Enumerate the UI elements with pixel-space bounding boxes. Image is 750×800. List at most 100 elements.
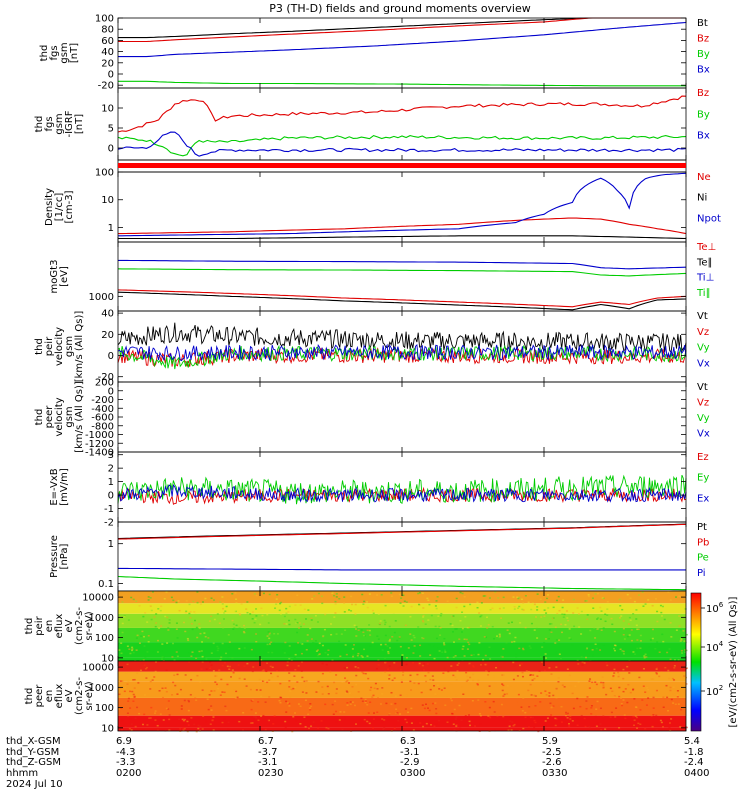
spectrogram-speckle: [199, 681, 202, 683]
spectrogram-speckle: [425, 703, 428, 706]
spectrogram-speckle: [143, 635, 146, 638]
spectrogram-speckle: [362, 603, 365, 605]
spectrogram-speckle: [138, 712, 141, 715]
spectrogram-speckle: [660, 611, 663, 614]
spectrogram-speckle: [518, 605, 521, 608]
spectrogram-speckle: [679, 640, 682, 642]
spectrogram-speckle: [685, 726, 688, 729]
spectrogram-speckle: [321, 662, 324, 665]
spectrogram-speckle: [120, 645, 123, 648]
spectrogram-speckle: [562, 599, 565, 601]
spectrogram-speckle: [178, 718, 181, 720]
spectrogram-speckle: [591, 649, 594, 651]
spectrogram-speckle: [668, 677, 671, 680]
spectrogram-speckle: [226, 665, 229, 668]
spectrogram-speckle: [262, 680, 265, 682]
spectrogram-speckle: [555, 639, 558, 641]
spectrogram-speckle: [380, 594, 383, 596]
colorbar-tick-label: 104: [706, 640, 724, 654]
spectrogram-speckle: [393, 727, 396, 730]
x-axis-value: 6.9: [116, 736, 132, 747]
spectrogram-speckle: [334, 600, 337, 603]
spectrogram-speckle: [635, 716, 638, 719]
spectrogram-speckle: [680, 638, 683, 640]
spectrogram-speckle: [298, 622, 301, 624]
spectrogram-speckle: [503, 662, 506, 664]
spectrogram-speckle: [632, 651, 635, 653]
spectrogram-speckle: [450, 701, 453, 704]
spectrogram-speckle: [613, 672, 616, 674]
spectrogram-speckle: [279, 602, 282, 605]
spectrogram-speckle: [168, 729, 171, 731]
spectrogram-speckle: [533, 677, 536, 680]
spectrogram-speckle: [269, 610, 272, 612]
spectrogram-speckle: [685, 633, 688, 636]
spectrogram-speckle: [317, 689, 320, 692]
spectrogram-speckle: [123, 615, 126, 618]
spectrogram-speckle: [173, 659, 176, 661]
spectrogram-speckle: [572, 598, 575, 601]
y-axis-label: gsm: [54, 113, 65, 134]
spectrogram-speckle: [660, 615, 663, 617]
spectrogram-speckle: [371, 696, 374, 698]
spectrogram-speckle: [182, 636, 185, 638]
spectrogram-speckle: [246, 601, 249, 603]
spectrogram-speckle: [452, 674, 455, 677]
spectrogram-speckle: [667, 669, 670, 672]
spectrogram-speckle: [665, 684, 668, 687]
spectrogram-speckle: [286, 702, 289, 704]
spectrogram-speckle: [392, 613, 395, 616]
spectrogram-speckle: [477, 653, 480, 656]
spectrogram-speckle: [513, 664, 516, 666]
spectrogram-speckle: [615, 701, 618, 703]
spectrogram-speckle: [121, 601, 124, 603]
spectrogram-speckle: [412, 652, 415, 654]
spectrogram-speckle: [680, 614, 683, 617]
spectrogram-speckle: [541, 646, 544, 648]
spectrogram-speckle: [212, 670, 215, 672]
spectrogram-speckle: [622, 633, 625, 636]
spectrogram-speckle: [325, 726, 328, 729]
x-axis-value: -4.3: [116, 747, 136, 758]
spectrogram-speckle: [228, 641, 231, 643]
spectrogram-speckle: [121, 631, 124, 634]
spectrogram-speckle: [209, 661, 212, 664]
spectrogram-speckle: [461, 611, 464, 614]
spectrogram-speckle: [531, 602, 534, 605]
spectrogram-speckle: [460, 631, 463, 633]
spectrogram-speckle: [133, 687, 136, 689]
spectrogram-speckle: [254, 716, 257, 718]
spectrogram-speckle: [145, 677, 148, 679]
spectrogram-speckle: [368, 635, 371, 637]
y-axis-label: Density: [44, 188, 55, 226]
spectrogram-speckle: [410, 605, 413, 608]
spectrogram-speckle: [253, 621, 256, 624]
legend-label: Ey: [697, 473, 709, 484]
spectrogram-speckle: [511, 721, 514, 723]
spectrogram-speckle: [555, 687, 558, 689]
spectrogram-speckle: [176, 693, 179, 695]
spectrogram-speckle: [517, 693, 520, 696]
spectrogram-speckle: [685, 667, 688, 669]
spectrogram-speckle: [461, 648, 464, 650]
spectrogram-speckle: [118, 708, 121, 711]
spectrogram-speckle: [341, 728, 344, 731]
spectrogram-speckle: [388, 713, 391, 715]
colorbar-label: [eV/(cm2-s-sr-eV) (All Qs)]: [728, 596, 739, 727]
spectrogram-speckle: [388, 647, 391, 649]
spectrogram-speckle: [284, 669, 287, 671]
spectrogram-speckle: [622, 653, 625, 655]
spectrogram-speckle: [300, 670, 303, 672]
spectrogram-speckle: [654, 648, 657, 650]
spectrogram-speckle: [288, 702, 291, 705]
spectrogram-speckle: [187, 724, 190, 726]
spectrogram-speckle: [288, 645, 291, 647]
spectrogram-speckle: [361, 671, 364, 673]
spectrogram-speckle: [484, 654, 487, 657]
series-line-bx: [118, 21, 687, 58]
spectrogram-speckle: [143, 694, 146, 696]
spectrogram-speckle: [550, 706, 553, 709]
spectrogram-speckle: [327, 727, 330, 730]
spectrogram-speckle: [363, 600, 366, 603]
